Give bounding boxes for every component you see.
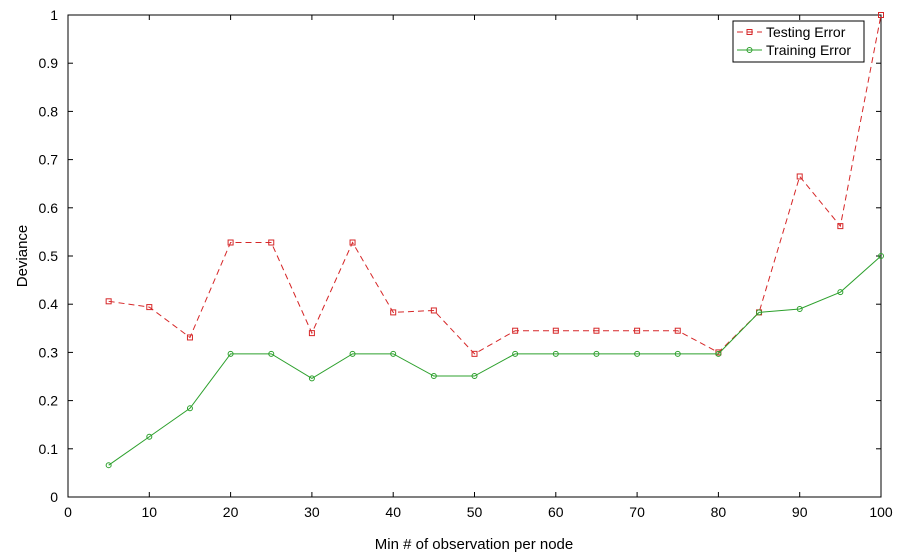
data-point — [146, 433, 153, 440]
data-point — [471, 350, 478, 357]
legend-box — [732, 20, 865, 63]
data-point — [146, 304, 153, 311]
data-point — [430, 307, 437, 314]
series-testing-error — [105, 12, 884, 357]
legend: Testing Error Training Error — [732, 20, 865, 63]
data-point — [634, 327, 641, 334]
data-point — [308, 375, 315, 382]
x-axis-label: Min # of observation per node — [375, 536, 573, 553]
y-tick-label: 0.9 — [39, 55, 59, 71]
y-tick-label: 0.7 — [39, 152, 59, 168]
axes-frame — [67, 14, 882, 498]
data-point — [837, 223, 844, 230]
data-point — [268, 239, 275, 246]
data-point — [796, 306, 803, 313]
y-tick-label: 1 — [50, 7, 58, 23]
data-point — [756, 309, 763, 316]
y-tick-label: 0.4 — [39, 296, 59, 312]
data-point — [674, 350, 681, 357]
series-training-error — [105, 253, 884, 469]
data-point — [186, 405, 193, 412]
data-point — [349, 350, 356, 357]
data-point — [105, 298, 112, 305]
y-tick-label: 0.8 — [39, 103, 59, 119]
x-tick-label: 80 — [711, 504, 727, 520]
data-point — [105, 462, 112, 469]
legend-marker-training — [746, 47, 753, 53]
data-point — [308, 330, 315, 337]
x-tick-label: 0 — [64, 504, 72, 520]
data-point — [227, 239, 234, 246]
legend-label-training: Training Error — [766, 42, 851, 58]
x-tick-label: 60 — [548, 504, 564, 520]
series-line — [108, 255, 882, 466]
y-tick-label: 0 — [50, 489, 58, 505]
x-tick-label: 100 — [869, 504, 893, 520]
data-point — [512, 350, 519, 357]
data-point — [512, 327, 519, 334]
x-tick-label: 40 — [385, 504, 401, 520]
y-tick-label: 0.2 — [39, 393, 59, 409]
data-point — [227, 350, 234, 357]
data-point — [593, 327, 600, 334]
data-point — [430, 373, 437, 380]
data-point — [268, 350, 275, 357]
plot-area-border — [67, 14, 882, 498]
data-point — [186, 334, 193, 341]
x-tick-label: 90 — [792, 504, 808, 520]
y-tick-label: 0.6 — [39, 200, 59, 216]
x-tick-label: 50 — [467, 504, 483, 520]
x-tick-label: 30 — [304, 504, 320, 520]
data-point — [674, 327, 681, 334]
data-point — [593, 350, 600, 357]
legend-marker-testing — [746, 29, 753, 35]
x-tick-label: 10 — [142, 504, 158, 520]
data-point — [878, 12, 884, 18]
series-layer — [105, 12, 884, 469]
data-point — [390, 309, 397, 316]
y-tick-label: 0.3 — [39, 344, 59, 360]
y-axis-label: Deviance — [14, 225, 31, 288]
data-point — [796, 173, 803, 180]
legend-label-testing: Testing Error — [766, 24, 846, 40]
data-point — [634, 350, 641, 357]
data-point — [878, 253, 884, 259]
data-point — [715, 350, 722, 357]
data-point — [552, 327, 559, 334]
x-axis: 0 10 20 30 40 50 60 70 80 90 100 — [64, 15, 893, 520]
data-point — [390, 350, 397, 357]
data-point — [837, 289, 844, 296]
legend-item-training-error: Training Error — [737, 42, 851, 58]
data-point — [349, 239, 356, 246]
data-point — [552, 350, 559, 357]
data-point — [471, 373, 478, 380]
x-tick-label: 70 — [629, 504, 645, 520]
y-tick-label: 0.1 — [39, 441, 59, 457]
y-axis: 0 0.1 0.2 0.3 0.4 0.5 0.6 0.7 0.8 0.9 1 — [39, 7, 881, 505]
y-tick-label: 0.5 — [39, 248, 59, 264]
series-line — [108, 14, 882, 355]
legend-item-testing-error: Testing Error — [737, 24, 846, 40]
x-tick-label: 20 — [223, 504, 239, 520]
